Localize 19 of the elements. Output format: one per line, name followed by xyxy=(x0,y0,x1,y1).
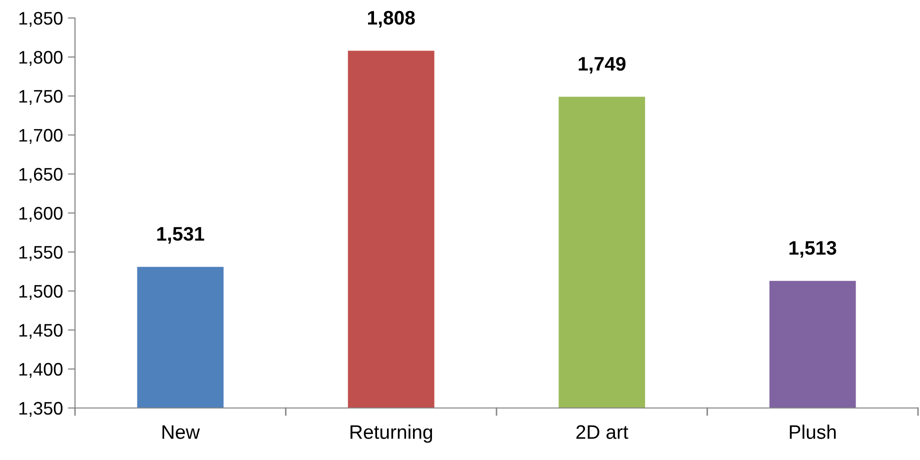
x-tick-label: Returning xyxy=(350,424,432,443)
y-tick-label: 1,700 xyxy=(19,128,62,144)
data-label: 1,808 xyxy=(368,10,415,28)
y-tick-label: 1,350 xyxy=(19,402,62,417)
x-tick-label: New xyxy=(162,425,200,439)
x-tick-label: 2D art xyxy=(576,425,628,439)
y-tick-label: 1,850 xyxy=(19,12,62,27)
y-tick-label: 1,750 xyxy=(19,90,62,105)
y-tick-label: 1,800 xyxy=(19,50,62,66)
y-tick-label: 1,400 xyxy=(19,362,62,378)
data-label: 1,531 xyxy=(157,226,204,244)
y-tick-label: 1,600 xyxy=(19,206,62,222)
y-tick-label: 1,550 xyxy=(19,246,62,261)
y-tick-label: 1,450 xyxy=(19,324,62,339)
y-tick-label: 1,500 xyxy=(19,284,62,300)
y-tick-label: 1,650 xyxy=(19,168,62,183)
data-label: 1,513 xyxy=(790,241,836,258)
x-tick-label: Plush xyxy=(790,424,836,439)
data-label: 1,749 xyxy=(578,56,626,74)
